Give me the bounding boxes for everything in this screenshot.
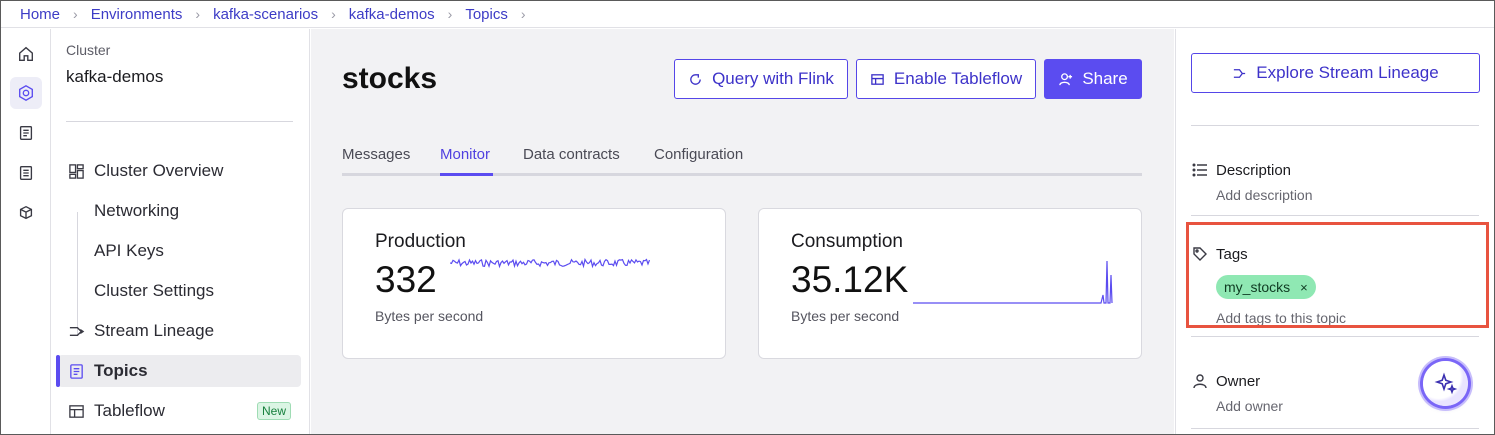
card-title: Consumption bbox=[791, 231, 903, 252]
breadcrumb-home[interactable]: Home bbox=[20, 5, 61, 23]
chevron-right-icon: › bbox=[195, 6, 201, 22]
nav-item-label: Topics bbox=[94, 361, 148, 380]
nav-item-label: Tableflow bbox=[94, 401, 165, 420]
active-indicator bbox=[56, 355, 60, 387]
dashboard-icon bbox=[67, 162, 85, 180]
divider bbox=[66, 121, 293, 122]
enable-tableflow-button[interactable]: Enable Tableflow bbox=[856, 59, 1036, 99]
breadcrumb-topics[interactable]: Topics bbox=[465, 5, 508, 23]
chevron-right-icon: › bbox=[447, 6, 453, 22]
tableflow-icon bbox=[871, 73, 884, 85]
query-with-flink-button[interactable]: Query with Flink bbox=[674, 59, 848, 99]
close-icon[interactable]: × bbox=[1300, 279, 1308, 295]
new-badge: New bbox=[256, 402, 291, 420]
production-card: Production 332 Bytes per second bbox=[342, 208, 726, 359]
add-description-link[interactable]: Add description bbox=[1216, 187, 1313, 203]
tab-data-contracts[interactable]: Data contracts bbox=[523, 146, 620, 163]
nav-item-stream-lineage[interactable]: Stream Lineage bbox=[58, 315, 301, 347]
nav-item-label: API Keys bbox=[94, 241, 164, 260]
nav-item-label: Networking bbox=[94, 201, 180, 220]
topic-icon bbox=[67, 362, 85, 380]
divider bbox=[1191, 428, 1479, 429]
user-icon bbox=[1192, 373, 1208, 389]
explore-stream-lineage-button[interactable]: Explore Stream Lineage bbox=[1191, 53, 1480, 93]
add-user-icon bbox=[1059, 72, 1073, 85]
card-unit: Bytes per second bbox=[791, 308, 900, 324]
nav-item-topics[interactable]: Topics bbox=[56, 355, 301, 387]
tags-highlight-box bbox=[1186, 222, 1489, 328]
button-label: Share bbox=[1082, 69, 1128, 88]
list-icon bbox=[1192, 162, 1208, 178]
description-heading: Description bbox=[1216, 162, 1292, 179]
icon-rail bbox=[1, 29, 51, 434]
main-content: stocks Query with Flink Enable Tableflow… bbox=[311, 29, 1174, 434]
nav-item-networking[interactable]: Networking bbox=[58, 195, 301, 227]
production-sparkline bbox=[450, 257, 650, 269]
rail-home-button[interactable] bbox=[10, 38, 42, 70]
breadcrumb-environments[interactable]: Environments bbox=[90, 5, 183, 23]
nav-item-label: Cluster Settings bbox=[94, 281, 214, 300]
data-cube-icon bbox=[19, 205, 33, 220]
button-label: Enable Tableflow bbox=[893, 69, 1023, 88]
tableflow-icon bbox=[67, 402, 85, 420]
chevron-right-icon: › bbox=[520, 6, 526, 22]
nav-item-label: Stream Lineage bbox=[94, 321, 215, 340]
breadcrumb-cluster[interactable]: kafka-demos bbox=[348, 5, 435, 23]
tag-label: my_stocks bbox=[1224, 279, 1291, 295]
breadcrumb: Home › Environments › kafka-scenarios › … bbox=[1, 1, 1494, 28]
nav-item-cluster-settings[interactable]: Cluster Settings bbox=[58, 275, 301, 307]
rail-documents-button[interactable] bbox=[10, 117, 42, 149]
chevron-right-icon: › bbox=[331, 6, 336, 22]
rail-environments-button[interactable] bbox=[10, 77, 42, 109]
tag-icon bbox=[1192, 246, 1208, 262]
button-label: Explore Stream Lineage bbox=[1256, 63, 1439, 82]
flink-icon bbox=[690, 73, 701, 85]
divider bbox=[1191, 215, 1479, 216]
nav-item-label: Cluster Overview bbox=[94, 161, 224, 180]
card-unit: Bytes per second bbox=[375, 308, 484, 324]
sub-nav-line bbox=[77, 212, 78, 336]
lineage-icon bbox=[67, 322, 85, 340]
consumption-card: Consumption 35.12K Bytes per second bbox=[758, 208, 1142, 359]
owner-heading: Owner bbox=[1216, 373, 1261, 390]
rail-data-button[interactable] bbox=[10, 197, 42, 229]
card-value: 332 bbox=[375, 259, 437, 300]
add-owner-link[interactable]: Add owner bbox=[1216, 398, 1283, 414]
button-label: Query with Flink bbox=[712, 69, 834, 88]
card-title: Production bbox=[375, 231, 466, 252]
lineage-icon bbox=[1234, 68, 1246, 78]
page-title: stocks bbox=[342, 62, 438, 95]
tab-configuration[interactable]: Configuration bbox=[654, 146, 744, 163]
rail-checklist-button[interactable] bbox=[10, 157, 42, 189]
nav-item-api-keys[interactable]: API Keys bbox=[58, 235, 301, 267]
chevron-right-icon: › bbox=[73, 6, 78, 22]
active-tab-indicator bbox=[440, 173, 493, 176]
checklist-icon bbox=[19, 166, 33, 180]
sparkle-icon bbox=[1434, 372, 1457, 394]
divider bbox=[1191, 336, 1479, 337]
topic-details-panel: Explore Stream Lineage Description Add d… bbox=[1175, 29, 1494, 434]
tab-monitor[interactable]: Monitor bbox=[440, 146, 491, 163]
document-icon bbox=[19, 126, 33, 140]
nav-item-tableflow[interactable]: Tableflow New bbox=[58, 395, 301, 427]
consumption-sparkline bbox=[913, 260, 1113, 304]
share-button[interactable]: Share bbox=[1044, 59, 1142, 99]
home-icon bbox=[19, 46, 33, 61]
divider bbox=[1191, 125, 1479, 126]
topic-tabs: Messages Monitor Data contracts Configur… bbox=[342, 142, 1142, 176]
cluster-caption: Cluster bbox=[66, 42, 111, 58]
tab-messages[interactable]: Messages bbox=[342, 146, 411, 163]
breadcrumb-environment[interactable]: kafka-scenarios bbox=[213, 5, 319, 23]
card-value: 35.12K bbox=[791, 259, 909, 300]
tag-chip[interactable]: my_stocks × bbox=[1216, 275, 1316, 299]
cluster-nav: Cluster kafka-demos Cluster Overview Net… bbox=[51, 29, 310, 434]
add-tags-link[interactable]: Add tags to this topic bbox=[1216, 310, 1346, 326]
environment-icon bbox=[19, 85, 33, 101]
tags-heading: Tags bbox=[1216, 246, 1248, 263]
cluster-name: kafka-demos bbox=[66, 67, 164, 86]
ai-assistant-button[interactable] bbox=[1423, 361, 1468, 406]
nav-item-cluster-overview[interactable]: Cluster Overview bbox=[58, 155, 301, 187]
